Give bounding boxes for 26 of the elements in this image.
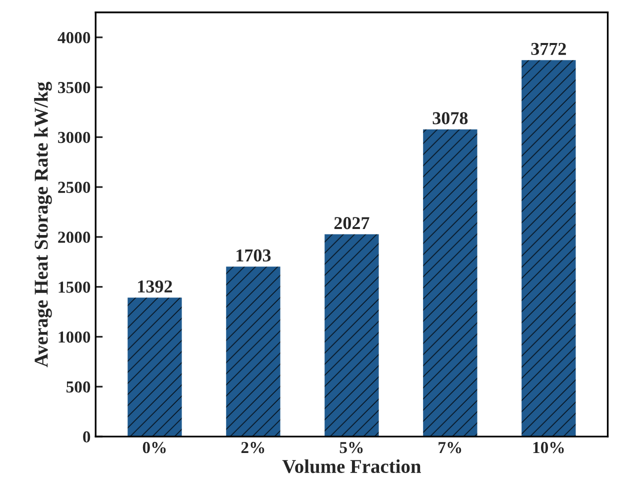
x-tick-label: 10%	[533, 442, 564, 454]
y-tick-label: 1000	[58, 331, 90, 343]
y-tick-label: 500	[66, 381, 90, 393]
y-axis-title: Average Heat Storage Rate kW/kg	[34, 82, 52, 368]
bar	[522, 60, 576, 437]
bar	[324, 234, 379, 437]
data-label: 3772	[531, 42, 566, 56]
y-tick-label: 4000	[58, 32, 90, 44]
x-axis-title: Volume Fraction	[282, 459, 421, 474]
data-label: 3078	[432, 112, 468, 124]
bar	[423, 129, 478, 437]
data-label: 1392	[138, 280, 172, 293]
data-label: 1703	[236, 249, 271, 262]
y-tick-label: 2000	[58, 232, 90, 243]
bar	[226, 266, 280, 437]
data-label: 2027	[334, 217, 370, 230]
x-tick-label: 5%	[340, 442, 363, 454]
y-tick-label: 3000	[58, 132, 90, 144]
x-tick-label: 7%	[438, 442, 462, 454]
x-tick-label: 2%	[241, 442, 264, 454]
x-tick-label: 0%	[142, 442, 166, 454]
bar	[128, 298, 182, 437]
y-tick-label: 3500	[58, 82, 90, 94]
y-tick-label: 2500	[58, 182, 90, 193]
y-tick-label: 0	[83, 431, 90, 443]
y-tick-label: 1500	[58, 282, 90, 293]
